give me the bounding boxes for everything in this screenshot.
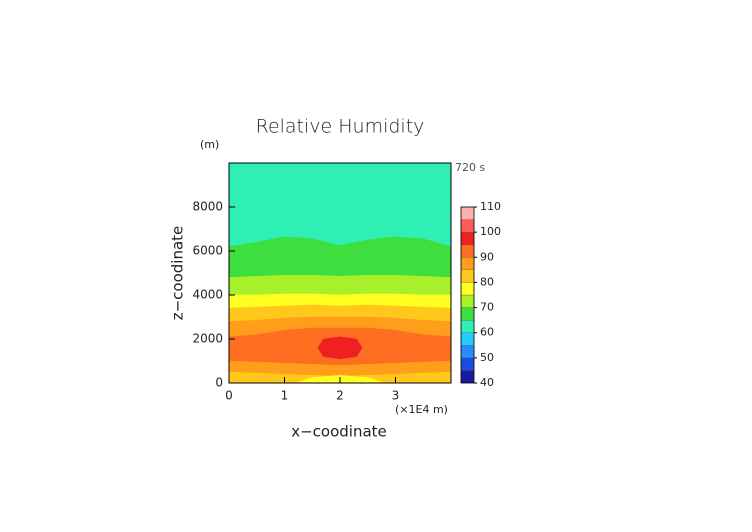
contour-band <box>228 274 452 296</box>
colorbar-segment <box>460 319 475 333</box>
contour-band <box>228 162 452 247</box>
colorbar-segment <box>460 206 475 220</box>
x-unit: (×1E4 m) <box>395 403 448 416</box>
x-tick-label: 0 <box>225 389 233 403</box>
colorbar-segment <box>460 219 475 233</box>
colorbar-segment <box>460 231 475 245</box>
colorbar-segment <box>460 257 475 271</box>
x-tick-label: 1 <box>281 389 289 403</box>
colorbar-tick-label: 50 <box>480 351 494 364</box>
colorbar-segment <box>460 294 475 308</box>
chart-title: Relative Humidity <box>256 116 425 138</box>
y-tick-label: 0 <box>215 376 223 390</box>
y-axis-label: z−coodinate <box>169 226 187 321</box>
time-label: 720 s <box>455 161 485 174</box>
x-axis-label: x−coodinate <box>291 423 387 441</box>
colorbar-tick-label: 80 <box>480 275 494 288</box>
colorbar-segment <box>460 307 475 321</box>
contour-band <box>317 336 363 360</box>
y-tick-label: 4000 <box>192 288 223 302</box>
y-tick-label: 2000 <box>192 332 223 346</box>
colorbar-tick-label: 110 <box>480 200 501 213</box>
y-tick-label: 8000 <box>192 200 223 214</box>
colorbar-segment <box>460 357 475 371</box>
colorbar-segment <box>460 370 475 384</box>
colorbar-tick-label: 100 <box>480 225 501 238</box>
x-tick-label: 2 <box>336 389 344 403</box>
colorbar-segment <box>460 345 475 359</box>
colorbar-segment <box>460 244 475 258</box>
y-unit: (m) <box>200 138 219 151</box>
colorbar-segment <box>460 282 475 296</box>
colorbar-tick-label: 40 <box>480 376 494 389</box>
colorbar-segment <box>460 269 475 283</box>
colorbar-tick-label: 70 <box>480 301 494 314</box>
colorbar-segment <box>460 332 475 346</box>
y-tick-label: 6000 <box>192 244 223 258</box>
x-tick-label: 3 <box>392 389 400 403</box>
colorbar-tick-label: 90 <box>480 250 494 263</box>
colorbar-frame <box>460 206 475 384</box>
colorbar-tick-label: 60 <box>480 326 494 339</box>
